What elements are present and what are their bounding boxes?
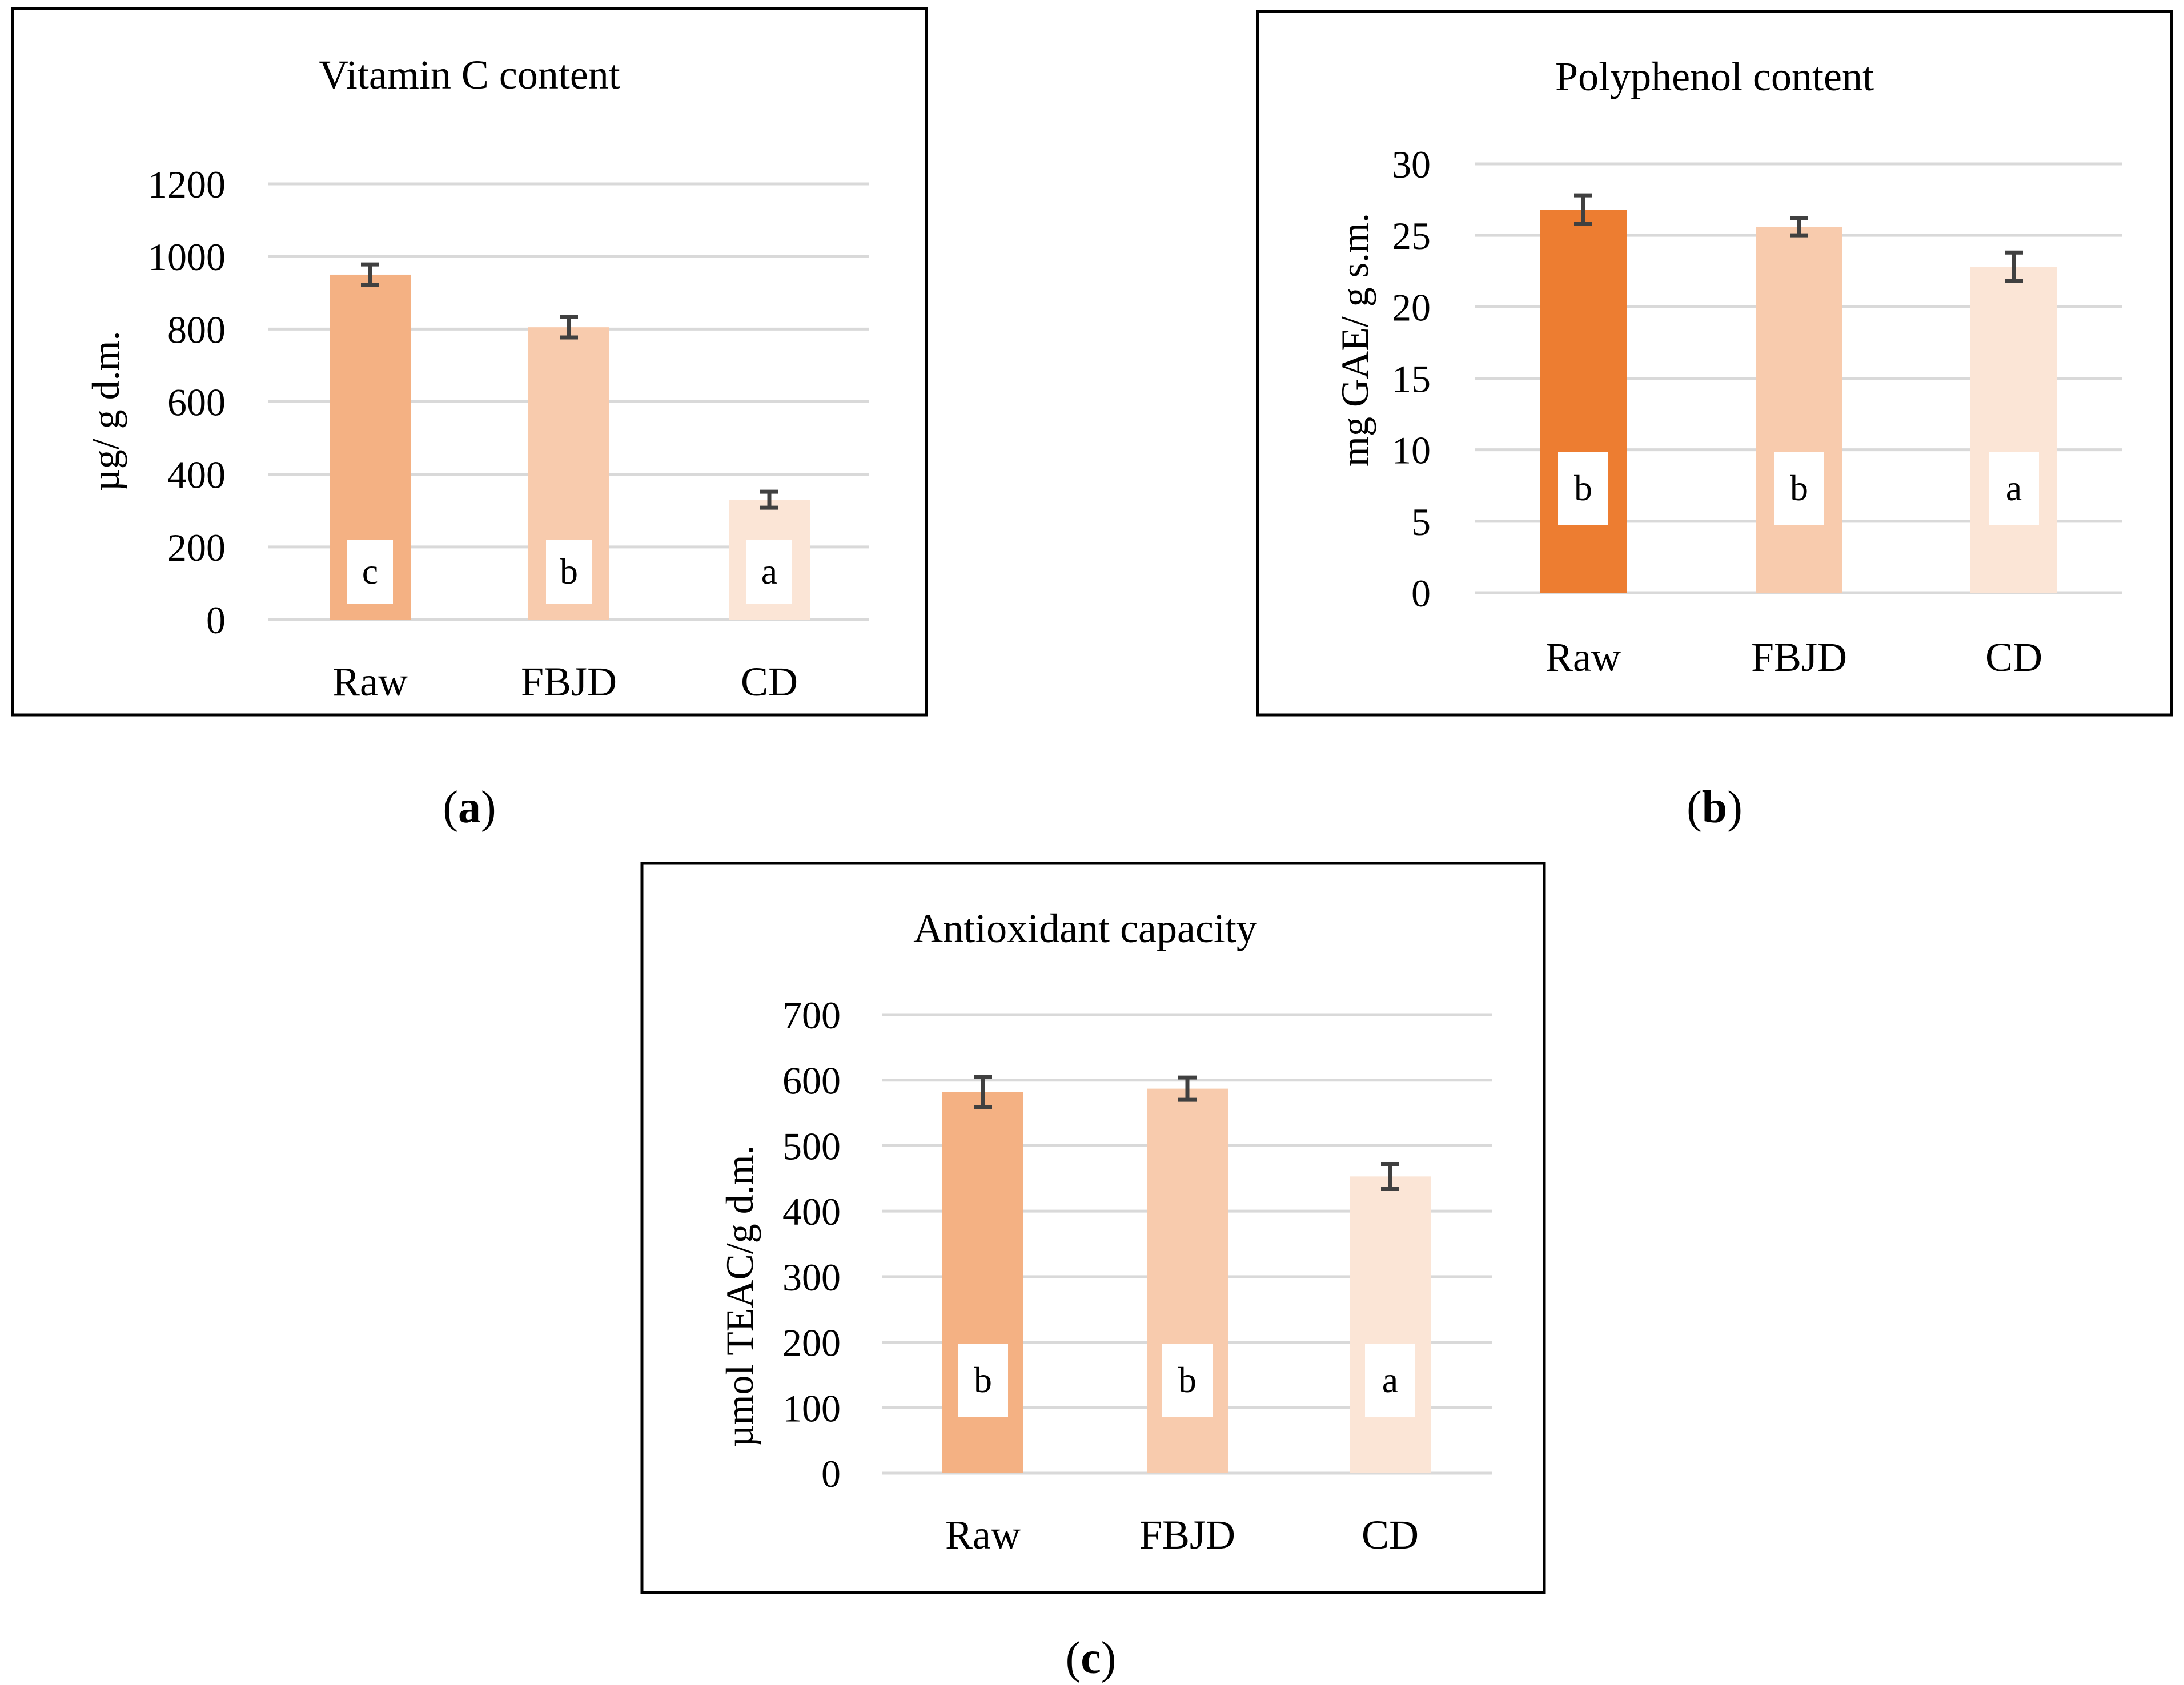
chart-a-significance-box [347,540,393,604]
chart-a-tick-label: 1000 [148,235,226,279]
chart-c-tick-label: 400 [782,1190,841,1233]
chart-b-significance-box [1558,452,1608,525]
chart-c-tick-label: 600 [782,1059,841,1103]
chart-b-bar [1970,267,2057,593]
chart-polyphenol: Polyphenol content mg GAE/ g s.m. 0 5 10 15… [1256,10,2173,833]
chart-b-y-ticks: 0 5 10 15 20 25 30 [1392,143,1431,615]
chart-a-panel-label: (a) [443,782,496,833]
chart-b-bar [1756,227,1842,593]
chart-a-y-ticks: 0 200 400 600 800 1000 1200 [148,163,226,642]
chart-c-y-ticks: 0 100 200 300 400 500 600 700 [782,994,841,1495]
chart-a-tick-label: 200 [167,526,226,569]
chart-c-tick-label: 100 [782,1386,841,1430]
chart-a-tick-label: 800 [167,308,226,351]
chart-b-significance-box [1989,452,2039,525]
chart-vitamin-c: Vitamin C content µg/ g d.m. 0 200 400 600 8… [11,7,928,833]
chart-c-significance-box [1162,1344,1213,1417]
chart-a-title: Vitamin C content [319,52,620,98]
chart-c-tick-label: 300 [782,1256,841,1299]
chart-a-category-label: Raw [332,659,408,705]
chart-b-y-axis-label: mg GAE/ g s.m. [1333,213,1376,467]
chart-b-categories: Raw FBJD CD [1545,634,2042,680]
chart-a-tick-label: 0 [206,598,226,642]
chart-b-tick-label: 5 [1411,500,1431,544]
chart-b-panel-label: (b) [1687,782,1743,833]
chart-b-tick-label: 15 [1392,357,1431,401]
chart-a-significance-box [546,540,592,604]
chart-b-tick-label: 0 [1411,572,1431,615]
chart-b-significance-letter: b [1574,468,1592,508]
chart-c-tick-label: 700 [782,994,841,1037]
chart-b-tick-label: 20 [1392,285,1431,329]
chart-c-bar [1350,1176,1431,1473]
chart-c-significance-box [1365,1344,1415,1417]
chart-c-tick-label: 0 [821,1452,841,1495]
chart-b-category-label: Raw [1545,634,1621,680]
chart-b-significance-letter: b [1790,468,1808,508]
chart-c-panel-label: (c) [1066,1633,1117,1683]
chart-c-significance-letter: b [1178,1360,1197,1400]
chart-b-significance-box [1774,452,1824,525]
chart-c-significance-letter: b [974,1360,992,1400]
chart-c-significance-letter: a [1382,1360,1398,1400]
chart-a-significance-letter: c [362,551,378,592]
chart-b-tick-label: 30 [1392,143,1431,186]
chart-b-bar [1540,210,1627,593]
chart-b-significance-letter: a [2006,468,2022,508]
chart-antioxidant: Antioxidant capacity µmol TEAC/g d.m. 0 1… [640,862,1546,1683]
chart-a-significance-letter: a [761,551,777,592]
chart-c-significance-box [958,1344,1008,1417]
chart-a-significance-box [746,540,792,604]
chart-a-category-label: CD [741,659,798,705]
chart-a-y-axis-label: µg/ g d.m. [84,331,127,492]
chart-c-category-label: Raw [945,1512,1021,1558]
chart-a-tick-label: 1200 [148,163,226,206]
chart-c-category-label: FBJD [1139,1512,1235,1558]
chart-b-category-label: CD [1985,634,2042,680]
chart-b-tick-label: 25 [1392,214,1431,258]
chart-a-tick-label: 600 [167,381,226,424]
chart-b-tick-label: 10 [1392,429,1431,472]
chart-c-tick-label: 500 [782,1124,841,1168]
chart-b-title: Polyphenol content [1555,54,1874,99]
chart-a-category-label: FBJD [521,659,617,705]
chart-a-categories: Raw FBJD CD [332,659,798,705]
chart-c-y-axis-label: µmol TEAC/g d.m. [718,1145,761,1447]
chart-c-title: Antioxidant capacity [913,906,1257,951]
chart-b-category-label: FBJD [1751,634,1847,680]
chart-a-significance-letter: b [560,551,578,592]
chart-c-categories: Raw FBJD CD [945,1512,1419,1558]
chart-c-tick-label: 200 [782,1321,841,1365]
chart-a-tick-label: 400 [167,453,226,497]
chart-c-category-label: CD [1362,1512,1419,1558]
